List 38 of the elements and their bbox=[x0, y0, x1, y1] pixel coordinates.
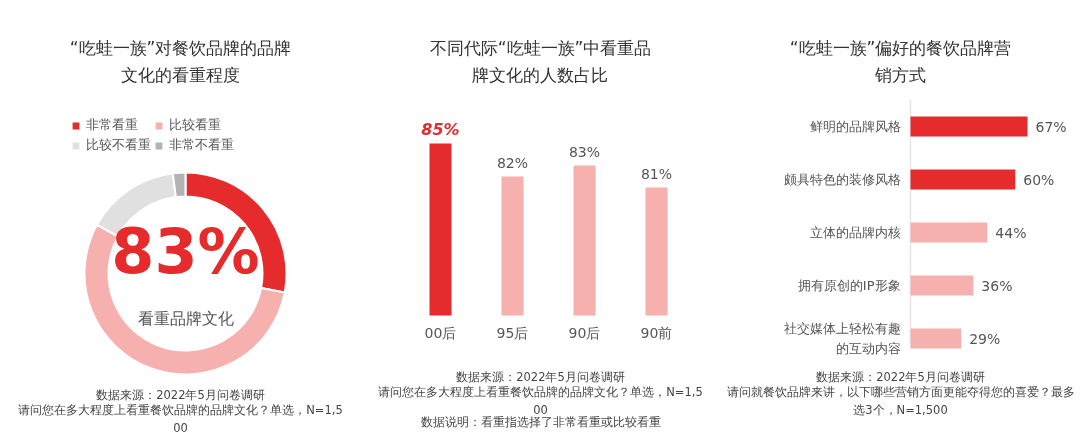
data-label: 29% bbox=[969, 330, 1001, 347]
data-label: 85% bbox=[421, 120, 460, 139]
text: 看重品牌文化 bbox=[137, 309, 234, 328]
chart-title: 不同代际“吃蛙一族”中看重品牌文化的人数占比 bbox=[429, 38, 652, 85]
y-tick-label: 颇具特色的装修风格 bbox=[783, 172, 901, 187]
bar bbox=[910, 275, 974, 296]
legend-label: 非常看重 bbox=[86, 116, 138, 134]
y-tick-label: 拥有原创的IP形象 bbox=[797, 278, 901, 293]
data-label: 67% bbox=[1035, 118, 1067, 135]
source-note: 数据来源：2022年5月问卷调研 bbox=[816, 369, 985, 384]
bar bbox=[910, 169, 1016, 190]
legend-label: 比较不看重 bbox=[86, 136, 151, 154]
text: 请问您在多大程度上看重餐饮品牌的品牌文化？单选，N=1,500 bbox=[18, 402, 343, 436]
bar bbox=[910, 116, 1028, 137]
data-label: 82% bbox=[496, 154, 529, 171]
x-tick-label: 90后 bbox=[568, 324, 601, 341]
chart-title: “吃蛙一族”偏好的餐饮品牌营销方式 bbox=[789, 38, 1012, 85]
data-label: 60% bbox=[1023, 171, 1055, 188]
y-tick-label: 社交媒体上轻松有趣的互动内容 bbox=[783, 320, 901, 357]
chart-title: “吃蛙一族”对餐饮品牌的品牌文化的看重程度 bbox=[69, 38, 292, 85]
source-note: 数据来源：2022年5月问卷调研 bbox=[96, 387, 265, 402]
data-label: 81% bbox=[640, 165, 673, 182]
y-tick-label: 鲜明的品牌风格 bbox=[809, 119, 901, 134]
data-label: 36% bbox=[981, 277, 1013, 294]
text: 数据说明：看重指选择了非常看重或比较看重 bbox=[420, 414, 661, 429]
data-label: 83% bbox=[568, 143, 601, 160]
x-tick-label: 90前 bbox=[640, 324, 673, 341]
legend-label: 非常不看重 bbox=[169, 136, 234, 154]
y-tick-label: 立体的品牌内核 bbox=[809, 225, 901, 240]
x-tick-label: 00后 bbox=[424, 324, 457, 341]
bar bbox=[910, 328, 962, 349]
data-label: 44% bbox=[995, 224, 1027, 241]
source-note: 数据来源：2022年5月问卷调研 bbox=[456, 369, 625, 384]
bar bbox=[910, 222, 988, 243]
text: 请问就餐饮品牌来讲，以下哪些营销方面更能夺得您的喜爱？最多选3个，N=1,500 bbox=[726, 384, 1075, 418]
text: 83% bbox=[111, 215, 260, 288]
legend-label: 比较看重 bbox=[169, 116, 221, 134]
x-tick-label: 95后 bbox=[496, 324, 529, 341]
